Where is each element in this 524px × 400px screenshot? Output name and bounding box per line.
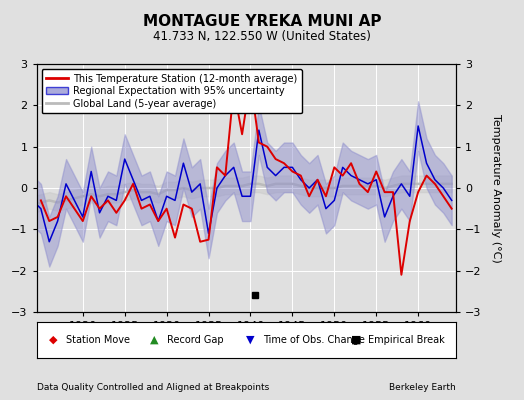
Text: ▲: ▲ <box>150 335 158 345</box>
Text: Empirical Break: Empirical Break <box>368 335 444 345</box>
Legend: This Temperature Station (12-month average), Regional Expectation with 95% uncer: This Temperature Station (12-month avera… <box>41 69 302 114</box>
Y-axis label: Temperature Anomaly (°C): Temperature Anomaly (°C) <box>491 114 501 262</box>
Text: ▼: ▼ <box>246 335 255 345</box>
Text: Time of Obs. Change: Time of Obs. Change <box>263 335 365 345</box>
Text: ■: ■ <box>351 335 362 345</box>
Text: Record Gap: Record Gap <box>167 335 223 345</box>
Text: ◆: ◆ <box>49 335 58 345</box>
Text: MONTAGUE YREKA MUNI AP: MONTAGUE YREKA MUNI AP <box>143 14 381 29</box>
Text: Berkeley Earth: Berkeley Earth <box>389 383 456 392</box>
Text: Data Quality Controlled and Aligned at Breakpoints: Data Quality Controlled and Aligned at B… <box>37 383 269 392</box>
Text: Station Move: Station Move <box>66 335 130 345</box>
Text: 41.733 N, 122.550 W (United States): 41.733 N, 122.550 W (United States) <box>153 30 371 43</box>
